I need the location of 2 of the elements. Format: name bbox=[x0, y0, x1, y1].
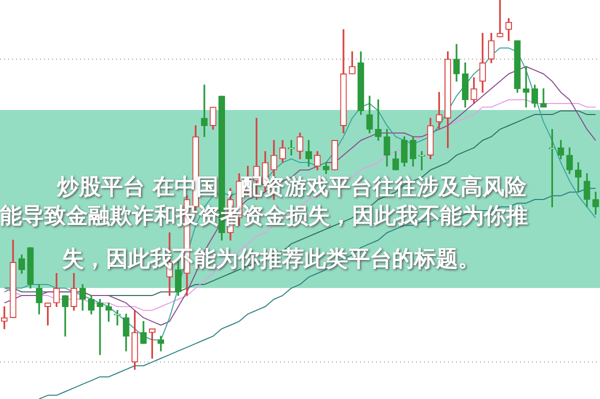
candlestick bbox=[96, 298, 104, 355]
candlestick bbox=[540, 88, 547, 108]
